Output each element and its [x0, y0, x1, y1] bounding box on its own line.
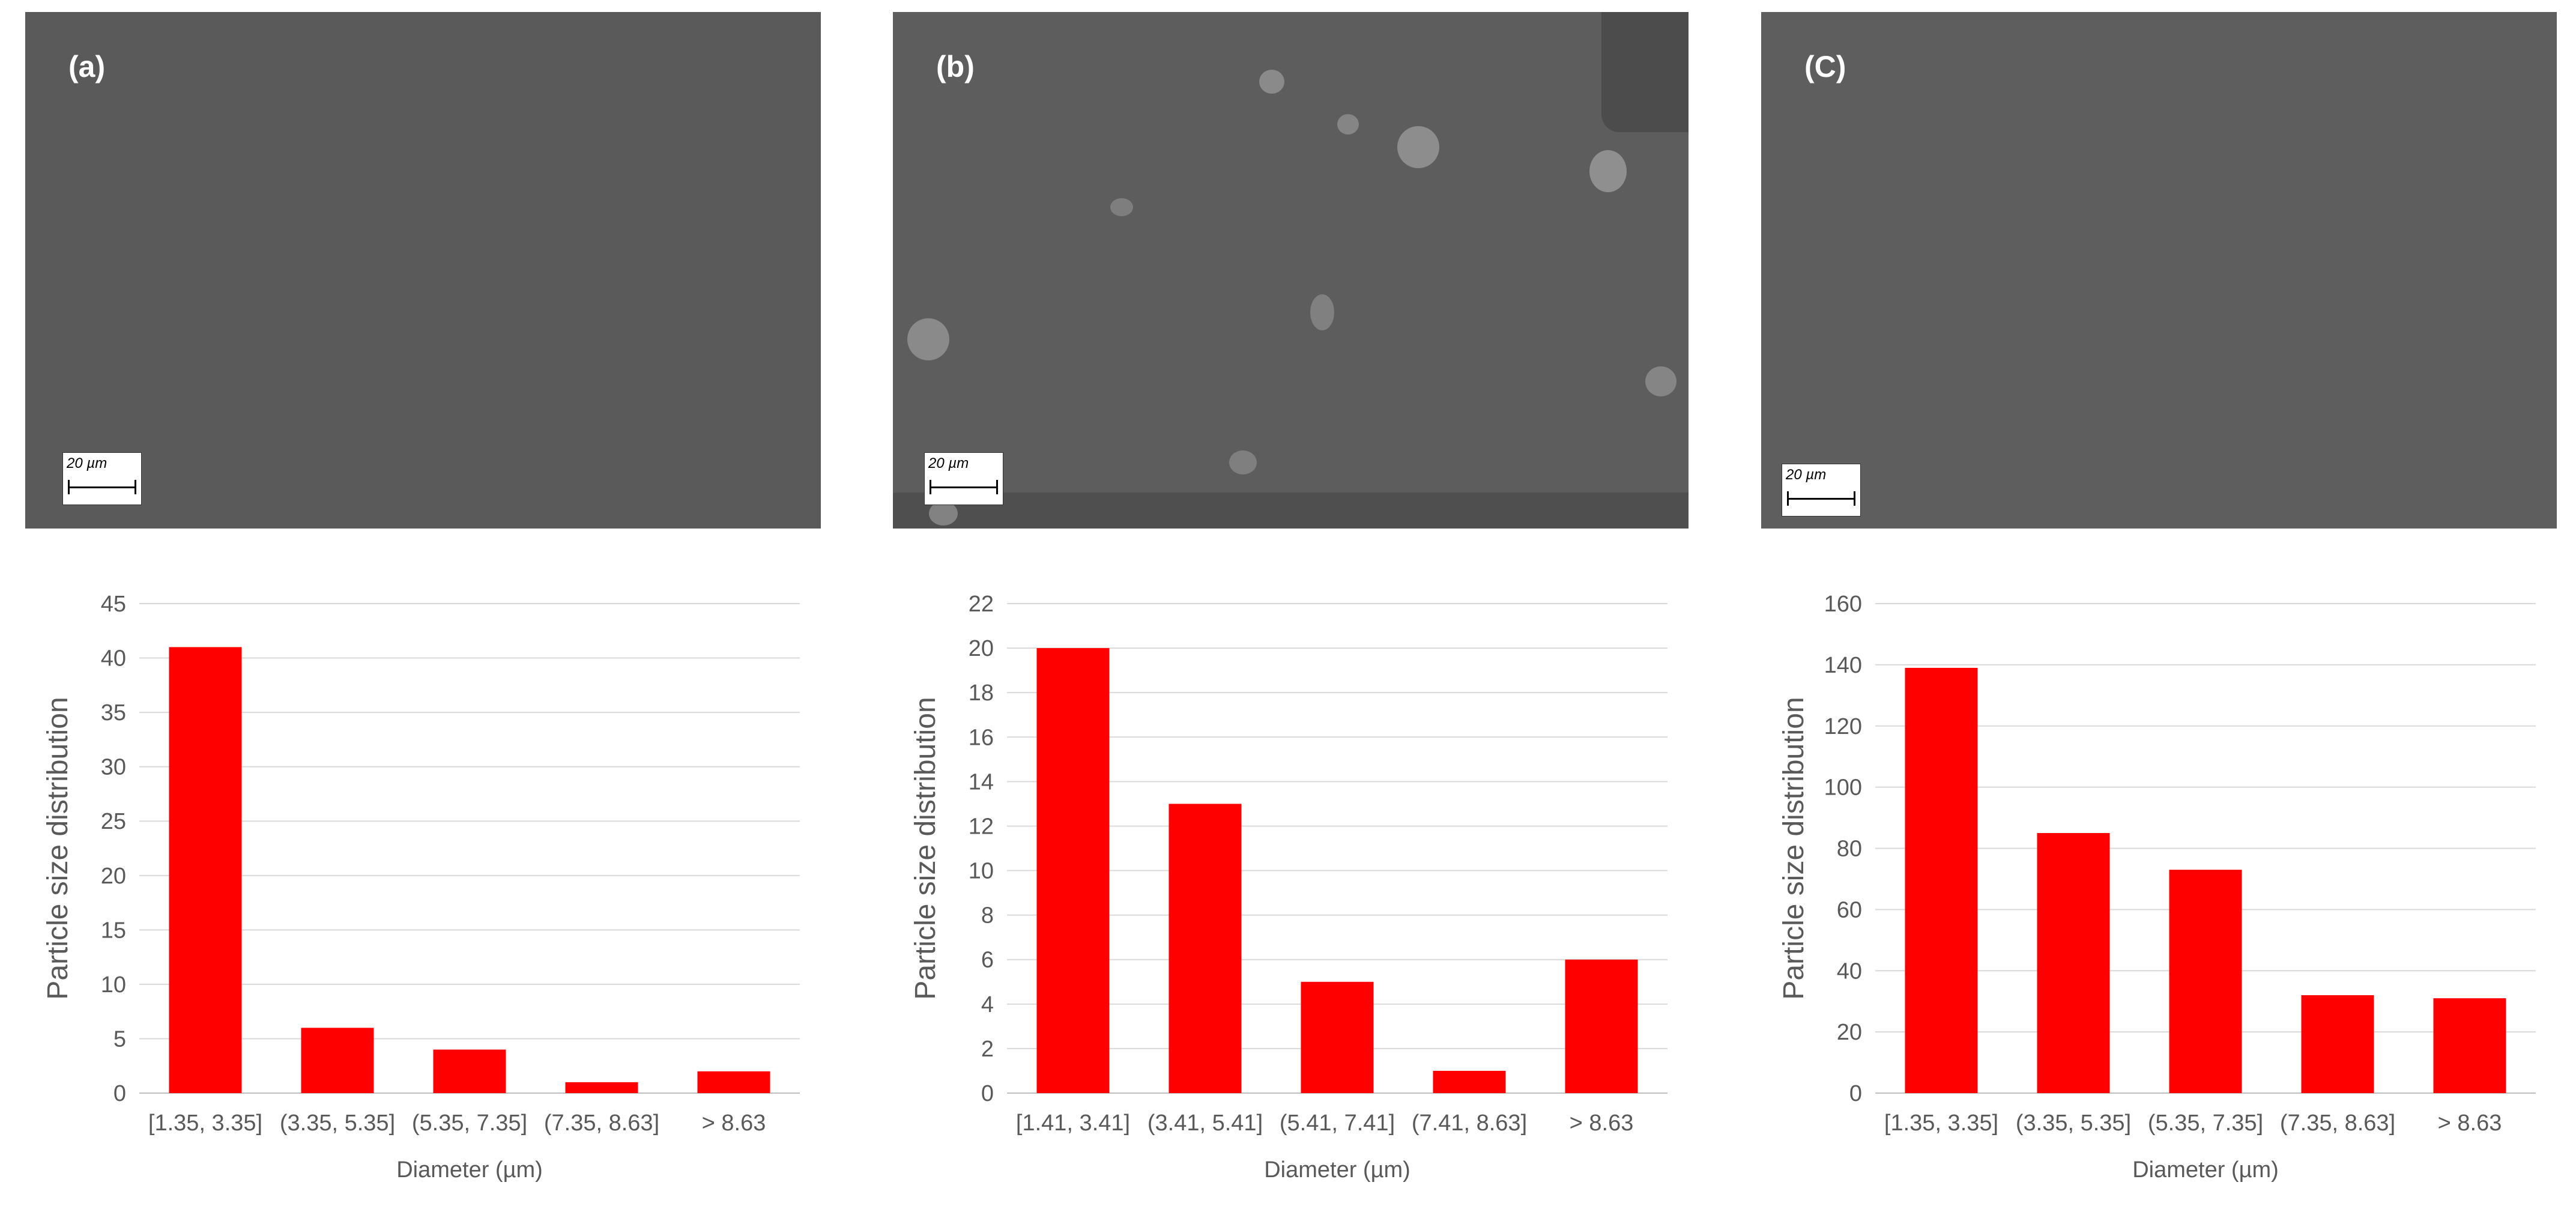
y-tick-label: 100 — [1824, 775, 1862, 801]
x-tick-label: (3.35, 5.35] — [280, 1111, 395, 1136]
y-tick-label: 160 — [1824, 592, 1862, 617]
x-tick-label: > 8.63 — [1570, 1111, 1634, 1136]
y-tick-label: 6 — [981, 948, 994, 973]
y-tick-label: 12 — [969, 814, 994, 839]
scale-bar-label-b: 20 µm — [928, 455, 969, 471]
y-tick-label: 140 — [1824, 653, 1862, 678]
y-tick-label: 10 — [969, 859, 994, 884]
bar — [2433, 998, 2506, 1093]
x-tick-label: (7.35, 8.63] — [544, 1111, 659, 1136]
particle-cluster — [1310, 294, 1334, 330]
bar — [301, 1028, 374, 1093]
y-tick-label: 14 — [969, 769, 994, 795]
sem-micrograph-b: (b) 20 µm — [893, 12, 1689, 529]
y-tick-label: 120 — [1824, 714, 1862, 739]
x-tick-label: (7.35, 8.63] — [2280, 1111, 2395, 1136]
x-tick-label: (3.41, 5.41] — [1147, 1111, 1263, 1136]
y-axis-title: Particle size distribution — [910, 697, 942, 999]
particle-cluster — [1397, 126, 1439, 168]
panel-label-c: (C) — [1804, 50, 1846, 83]
x-tick-label: (3.35, 5.35] — [2016, 1111, 2131, 1136]
particle-cluster — [1589, 150, 1627, 192]
x-tick-label: (5.35, 7.35] — [412, 1111, 527, 1136]
y-tick-label: 40 — [1837, 959, 1862, 984]
x-axis-title: Diameter (µm) — [396, 1157, 543, 1183]
x-tick-label: > 8.63 — [2438, 1111, 2502, 1136]
y-tick-label: 2 — [981, 1037, 994, 1062]
y-tick-label: 0 — [1849, 1081, 1862, 1106]
y-tick-label: 20 — [101, 864, 126, 889]
x-tick-label: [1.41, 3.41] — [1016, 1111, 1130, 1136]
y-tick-label: 22 — [969, 592, 994, 617]
scale-bar-b: 20 µm — [924, 452, 1003, 505]
y-tick-label: 4 — [981, 992, 994, 1017]
scale-bar-a: 20 µm — [62, 452, 142, 505]
bar — [169, 647, 242, 1093]
panel-label-b: (b) — [936, 50, 975, 83]
y-tick-label: 40 — [101, 646, 126, 671]
scale-bar-label-a: 20 µm — [67, 455, 107, 471]
particle-cluster — [1337, 114, 1359, 135]
y-tick-label: 35 — [101, 700, 126, 726]
x-tick-label: (5.41, 7.41] — [1280, 1111, 1395, 1136]
bar — [433, 1049, 506, 1093]
scale-bar-c: 20 µm — [1782, 464, 1861, 517]
y-tick-label: 20 — [969, 636, 994, 661]
x-tick-label: [1.35, 3.35] — [148, 1111, 262, 1136]
y-tick-label: 10 — [101, 972, 126, 998]
scale-bar-line-a — [68, 480, 136, 494]
bar — [1433, 1070, 1506, 1093]
y-tick-label: 45 — [101, 592, 126, 617]
y-tick-label: 30 — [101, 755, 126, 780]
bar — [1036, 648, 1110, 1093]
bar — [1565, 959, 1638, 1093]
scale-bar-line-c — [1787, 491, 1855, 506]
scale-bar-line-b — [930, 480, 998, 494]
bar — [2301, 995, 2374, 1093]
scale-bar-label-c: 20 µm — [1786, 467, 1827, 483]
bar — [1301, 981, 1374, 1093]
particle-cluster — [907, 318, 949, 360]
particle-cluster — [1110, 198, 1133, 216]
y-tick-label: 60 — [1837, 897, 1862, 923]
bar — [1169, 804, 1242, 1093]
panel-label-a: (a) — [68, 50, 106, 83]
bar — [565, 1082, 638, 1093]
y-tick-label: 5 — [113, 1026, 126, 1052]
x-tick-label: (7.41, 8.63] — [1412, 1111, 1527, 1136]
bar — [697, 1071, 770, 1093]
particle-cluster — [1259, 70, 1284, 94]
chart-b: 0 2 4 6 8 10 12 14 16 18 20 22 [1.41, 3.41] (3.41, 5.… — [910, 592, 1667, 1183]
y-tick-label: 80 — [1837, 837, 1862, 862]
x-tick-label: (5.35, 7.35] — [2148, 1111, 2263, 1136]
x-tick-label: > 8.63 — [702, 1111, 766, 1136]
y-tick-label: 20 — [1837, 1020, 1862, 1045]
particle-cluster — [929, 501, 958, 526]
y-tick-label: 8 — [981, 903, 994, 929]
dark-region — [893, 492, 1689, 529]
chart-a: 0 5 10 15 20 25 30 35 40 45 [1.35, 3.35] (3.35, 5.3… — [42, 592, 800, 1183]
x-axis-title: Diameter (µm) — [2132, 1157, 2279, 1183]
y-tick-label: 0 — [981, 1081, 994, 1106]
y-tick-label: 0 — [113, 1081, 126, 1106]
x-axis-title: Diameter (µm) — [1264, 1157, 1410, 1183]
bar — [2169, 870, 2242, 1093]
dark-region — [1601, 12, 1689, 132]
y-tick-label: 15 — [101, 918, 126, 943]
bar — [1905, 667, 1978, 1093]
y-axis-title: Particle size distribution — [1778, 697, 1810, 999]
sem-micrograph-a: (a) 20 µm — [25, 12, 821, 529]
y-axis-title: Particle size distribution — [42, 697, 74, 999]
sem-micrograph-c: (C) 20 µm — [1761, 12, 2557, 529]
particle-cluster — [1645, 366, 1677, 396]
y-tick-label: 18 — [969, 680, 994, 706]
chart-c: 0 20 40 60 80 100 120 140 160 [1.35, 3.35] (3.35, … — [1778, 592, 2536, 1183]
y-tick-label: 16 — [969, 725, 994, 750]
bar — [2037, 833, 2110, 1093]
y-tick-label: 25 — [101, 809, 126, 834]
particle-cluster — [1229, 450, 1257, 474]
x-tick-label: [1.35, 3.35] — [1884, 1111, 1998, 1136]
